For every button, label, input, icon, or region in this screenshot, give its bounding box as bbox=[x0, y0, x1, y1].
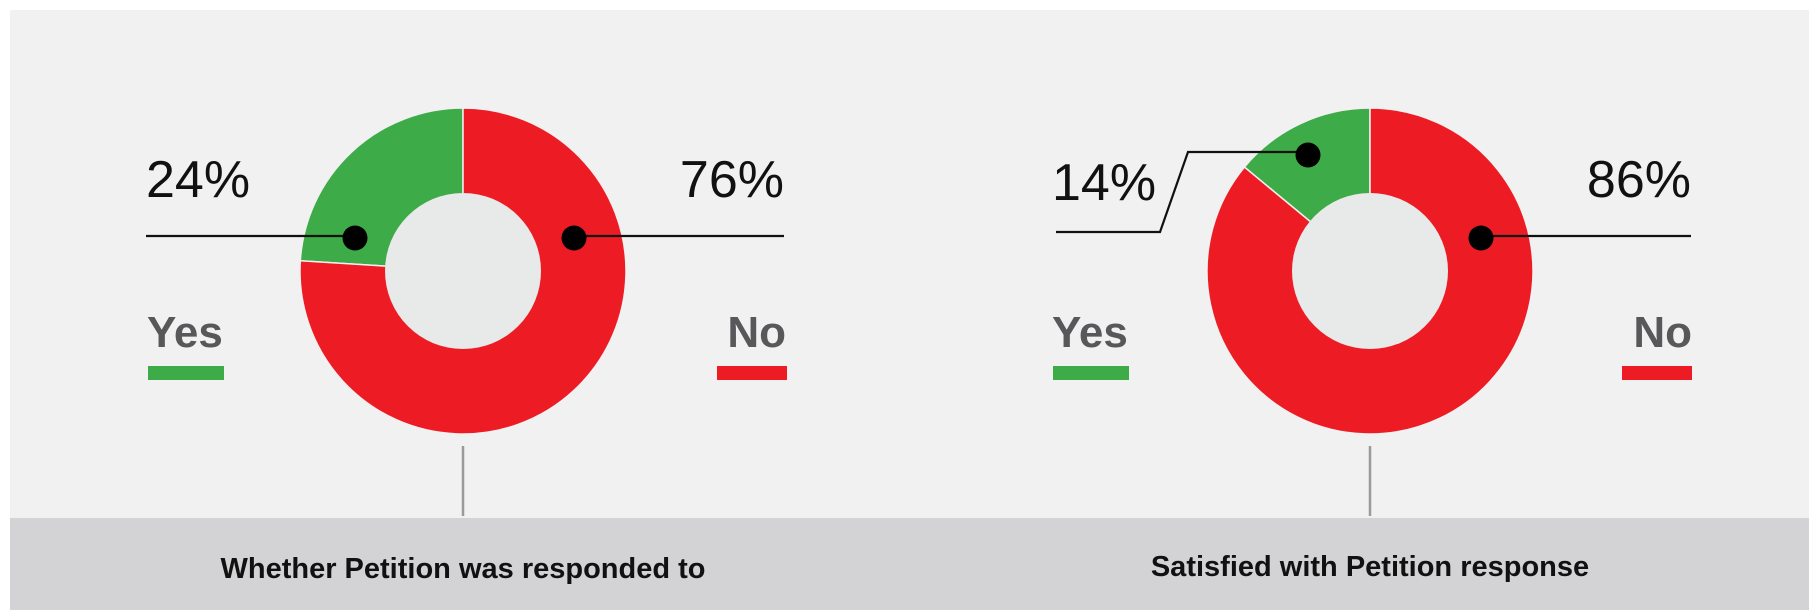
percent-label-no: 86% bbox=[1587, 151, 1691, 209]
chart-panel-background bbox=[10, 10, 1809, 518]
leader-line-yes bbox=[1056, 150, 1308, 234]
chart-responded: 24% 76% Yes No Whether Petition was resp… bbox=[146, 107, 787, 585]
legend-swatch-yes bbox=[148, 366, 224, 380]
legend-swatch-yes bbox=[1053, 366, 1129, 380]
legend-label-yes: Yes bbox=[1052, 308, 1128, 357]
legend-swatch-no bbox=[717, 366, 787, 380]
percent-label-no: 76% bbox=[680, 151, 784, 209]
legend-label-no: No bbox=[727, 308, 786, 357]
donut-satisfied bbox=[1206, 107, 1534, 435]
donut-hole bbox=[1292, 193, 1448, 349]
slice-no bbox=[299, 107, 627, 435]
chart-satisfied: 14% 86% Yes No Satisfied with Petition r… bbox=[1052, 107, 1692, 583]
chart-title: Satisfied with Petition response bbox=[1151, 551, 1589, 583]
percent-label-yes: 24% bbox=[146, 151, 250, 209]
leader-dot-yes bbox=[342, 225, 368, 251]
percent-label-yes: 14% bbox=[1052, 154, 1156, 212]
chart-title: Whether Petition was responded to bbox=[221, 553, 706, 585]
leader-dot-no bbox=[1468, 225, 1494, 251]
legend-swatch-no bbox=[1622, 366, 1692, 380]
legend-label-yes: Yes bbox=[147, 308, 223, 357]
leader-dot-yes bbox=[1295, 142, 1321, 168]
donut-hole bbox=[385, 193, 541, 349]
leader-dot-no bbox=[561, 225, 587, 251]
donut-responded bbox=[299, 107, 627, 435]
title-band bbox=[10, 518, 1809, 610]
legend-label-no: No bbox=[1633, 308, 1692, 357]
